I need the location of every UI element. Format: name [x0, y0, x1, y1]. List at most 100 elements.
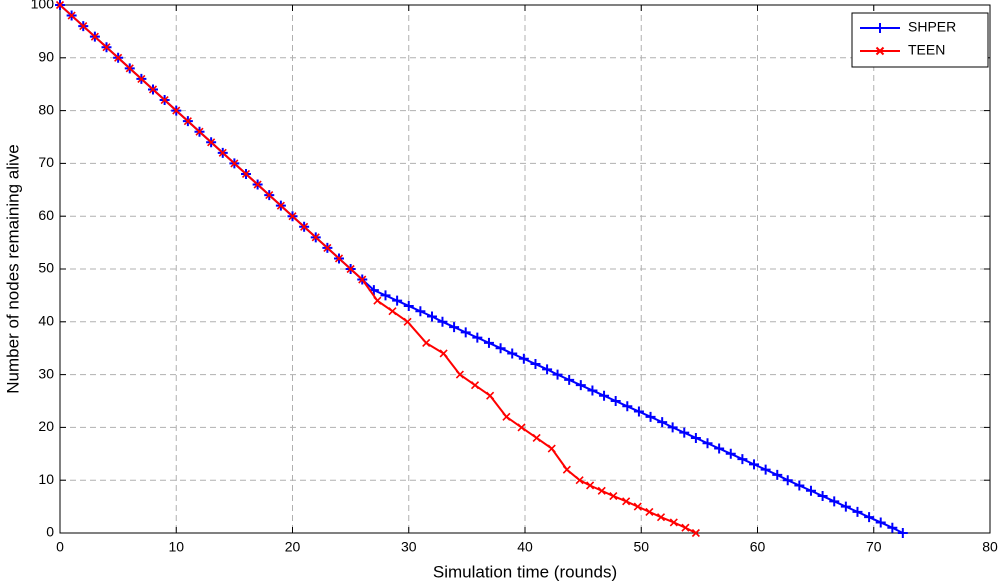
data-marker — [323, 243, 332, 252]
data-marker — [622, 497, 631, 506]
data-marker — [681, 523, 690, 532]
data-marker — [415, 306, 426, 317]
data-marker — [657, 417, 668, 428]
data-marker — [439, 349, 448, 358]
data-marker — [495, 343, 506, 354]
legend-marker — [875, 23, 885, 33]
data-marker — [403, 300, 414, 311]
x-tick-label: 80 — [982, 539, 998, 555]
data-marker — [380, 290, 391, 301]
data-marker — [610, 396, 621, 406]
data-marker — [90, 32, 99, 41]
data-marker — [373, 296, 382, 305]
data-marker — [437, 316, 448, 327]
data-marker — [609, 491, 618, 501]
data-marker — [714, 443, 725, 454]
data-marker — [782, 475, 793, 486]
data-marker — [547, 444, 556, 453]
data-marker — [794, 480, 805, 491]
data-marker — [725, 448, 736, 459]
data-marker — [311, 233, 320, 242]
data-marker — [265, 191, 274, 200]
plot-frame — [59, 4, 991, 534]
data-marker — [530, 359, 541, 370]
data-marker — [829, 496, 840, 507]
x-tick-label: 70 — [866, 539, 882, 555]
data-marker — [840, 501, 851, 512]
y-tick-label: 60 — [38, 207, 54, 223]
y-tick-label: 30 — [38, 365, 54, 381]
y-tick-label: 80 — [38, 101, 54, 117]
data-marker — [507, 348, 518, 359]
data-marker — [346, 264, 355, 274]
data-marker — [427, 311, 437, 322]
data-marker — [587, 385, 598, 396]
x-tick-label: 10 — [168, 539, 184, 555]
y-axis-label: Number of nodes remaining alive — [3, 144, 22, 393]
data-marker — [633, 502, 642, 511]
data-marker — [276, 201, 285, 210]
data-marker — [852, 506, 863, 517]
data-marker — [887, 522, 898, 533]
data-marker — [552, 369, 563, 380]
x-tick-label: 40 — [517, 539, 533, 555]
data-marker — [137, 74, 146, 83]
x-tick-label: 30 — [401, 539, 417, 555]
data-marker — [218, 148, 227, 157]
data-marker — [562, 465, 571, 474]
data-marker — [230, 159, 239, 168]
data-marker — [702, 438, 713, 449]
data-marker — [599, 390, 610, 401]
data-marker — [392, 295, 403, 306]
data-marker — [486, 391, 495, 400]
data-marker — [633, 406, 644, 417]
data-marker — [207, 138, 216, 147]
data-marker — [897, 528, 908, 538]
data-marker — [669, 518, 678, 527]
data-marker — [125, 64, 134, 73]
data-marker — [183, 117, 192, 126]
data-marker — [656, 513, 666, 522]
y-tick-label: 10 — [38, 471, 54, 487]
data-marker — [586, 481, 595, 490]
data-marker — [172, 106, 181, 115]
data-marker — [288, 212, 297, 221]
data-marker — [690, 432, 701, 443]
data-marker — [749, 459, 760, 470]
data-marker — [817, 491, 828, 502]
data-marker — [518, 353, 529, 364]
data-marker — [300, 222, 309, 231]
y-tick-label: 90 — [38, 49, 54, 65]
data-marker — [760, 464, 771, 475]
legend-box — [851, 12, 989, 68]
legend-marker — [875, 46, 885, 56]
data-marker — [160, 95, 169, 105]
data-marker — [597, 486, 606, 495]
data-marker — [114, 53, 123, 62]
data-marker — [422, 338, 431, 347]
data-marker — [532, 433, 541, 443]
data-marker — [358, 275, 367, 284]
x-tick-label: 20 — [285, 539, 301, 555]
data-marker — [502, 412, 511, 421]
data-marker — [483, 337, 494, 348]
y-tick-label: 70 — [38, 154, 54, 170]
data-marker — [875, 517, 886, 528]
data-marker — [253, 180, 262, 189]
data-marker — [864, 512, 875, 523]
data-marker — [79, 22, 88, 31]
data-marker — [679, 427, 690, 438]
data-marker — [564, 374, 575, 385]
x-tick-label: 50 — [633, 539, 649, 555]
x-axis-label: Simulation time (rounds) — [433, 562, 617, 581]
data-marker — [517, 423, 526, 432]
data-marker — [334, 254, 344, 263]
data-marker — [55, 0, 65, 10]
legend-label: TEEN — [908, 42, 945, 58]
data-marker — [805, 485, 816, 496]
data-marker — [455, 370, 464, 379]
data-marker — [67, 11, 76, 20]
y-tick-label: 100 — [31, 0, 55, 12]
